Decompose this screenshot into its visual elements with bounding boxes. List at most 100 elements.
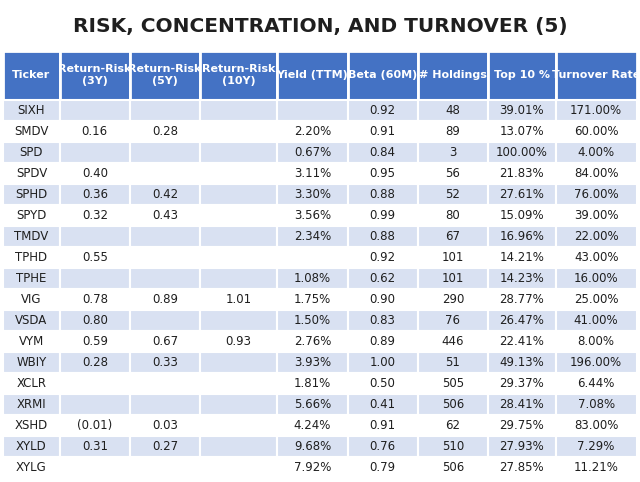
Text: Return-Risk
(3Y): Return-Risk (3Y) bbox=[58, 65, 131, 86]
Bar bbox=[130, 289, 200, 310]
Bar bbox=[418, 310, 488, 331]
Text: 56: 56 bbox=[445, 167, 460, 180]
Text: 1.81%: 1.81% bbox=[294, 377, 331, 390]
Text: # Holdings: # Holdings bbox=[419, 70, 487, 80]
Bar bbox=[3, 436, 60, 457]
Bar bbox=[200, 415, 277, 436]
Bar bbox=[130, 310, 200, 331]
Text: 27.93%: 27.93% bbox=[499, 440, 544, 453]
Bar bbox=[3, 310, 60, 331]
Text: 196.00%: 196.00% bbox=[570, 356, 622, 369]
Bar bbox=[60, 415, 130, 436]
Text: 0.42: 0.42 bbox=[152, 188, 178, 201]
Bar bbox=[488, 268, 556, 289]
Bar bbox=[556, 331, 637, 352]
Bar bbox=[130, 226, 200, 247]
Text: SPYD: SPYD bbox=[16, 209, 47, 222]
Text: 0.78: 0.78 bbox=[82, 293, 108, 306]
Text: 27.61%: 27.61% bbox=[499, 188, 544, 201]
Bar bbox=[130, 163, 200, 184]
Bar bbox=[60, 142, 130, 163]
Text: (0.01): (0.01) bbox=[77, 419, 113, 432]
Bar bbox=[277, 100, 348, 121]
Bar bbox=[130, 247, 200, 268]
Bar bbox=[348, 394, 418, 415]
Text: 0.83: 0.83 bbox=[370, 314, 396, 327]
Text: 2.34%: 2.34% bbox=[294, 230, 331, 243]
Bar bbox=[130, 184, 200, 205]
Text: 48: 48 bbox=[445, 104, 460, 117]
Bar bbox=[277, 163, 348, 184]
Bar bbox=[200, 289, 277, 310]
Text: 0.92: 0.92 bbox=[370, 104, 396, 117]
Text: 0.79: 0.79 bbox=[370, 461, 396, 474]
Text: 7.29%: 7.29% bbox=[577, 440, 615, 453]
Text: 27.85%: 27.85% bbox=[499, 461, 544, 474]
Bar bbox=[556, 121, 637, 142]
Text: 14.21%: 14.21% bbox=[499, 251, 544, 264]
Bar bbox=[348, 205, 418, 226]
Bar bbox=[60, 205, 130, 226]
Bar bbox=[556, 205, 637, 226]
Bar bbox=[60, 352, 130, 373]
Bar bbox=[60, 51, 130, 100]
Text: VIG: VIG bbox=[21, 293, 42, 306]
Bar bbox=[277, 457, 348, 478]
Text: 51: 51 bbox=[445, 356, 460, 369]
Bar bbox=[200, 352, 277, 373]
Bar bbox=[130, 415, 200, 436]
Bar bbox=[348, 184, 418, 205]
Bar bbox=[348, 436, 418, 457]
Bar bbox=[3, 142, 60, 163]
Bar bbox=[200, 331, 277, 352]
Text: 39.01%: 39.01% bbox=[499, 104, 544, 117]
Text: 52: 52 bbox=[445, 188, 460, 201]
Bar bbox=[277, 310, 348, 331]
Text: SPD: SPD bbox=[20, 146, 43, 159]
Bar bbox=[3, 268, 60, 289]
Bar bbox=[200, 163, 277, 184]
Text: 101: 101 bbox=[442, 251, 464, 264]
Text: 16.00%: 16.00% bbox=[574, 272, 618, 285]
Bar bbox=[418, 247, 488, 268]
Text: 25.00%: 25.00% bbox=[574, 293, 618, 306]
Text: 506: 506 bbox=[442, 398, 464, 411]
Text: 0.91: 0.91 bbox=[370, 419, 396, 432]
Text: 0.36: 0.36 bbox=[82, 188, 108, 201]
Bar bbox=[488, 51, 556, 100]
Text: XYLG: XYLG bbox=[16, 461, 47, 474]
Bar bbox=[60, 121, 130, 142]
Text: SPDV: SPDV bbox=[16, 167, 47, 180]
Text: Top 10 %: Top 10 % bbox=[494, 70, 550, 80]
Text: WBIY: WBIY bbox=[16, 356, 47, 369]
Bar bbox=[200, 205, 277, 226]
Text: 171.00%: 171.00% bbox=[570, 104, 622, 117]
Bar bbox=[348, 352, 418, 373]
Bar bbox=[60, 310, 130, 331]
Bar bbox=[60, 268, 130, 289]
Bar bbox=[488, 100, 556, 121]
Bar bbox=[348, 142, 418, 163]
Bar bbox=[60, 394, 130, 415]
Text: 1.08%: 1.08% bbox=[294, 272, 331, 285]
Text: 6.44%: 6.44% bbox=[577, 377, 615, 390]
Bar bbox=[418, 100, 488, 121]
Bar bbox=[488, 394, 556, 415]
Text: 0.67%: 0.67% bbox=[294, 146, 331, 159]
Text: 7.08%: 7.08% bbox=[578, 398, 615, 411]
Bar bbox=[3, 352, 60, 373]
Bar bbox=[130, 373, 200, 394]
Bar bbox=[60, 289, 130, 310]
Bar bbox=[556, 163, 637, 184]
Bar bbox=[418, 268, 488, 289]
Bar bbox=[348, 373, 418, 394]
Bar bbox=[277, 51, 348, 100]
Text: 28.77%: 28.77% bbox=[499, 293, 544, 306]
Text: XYLD: XYLD bbox=[16, 440, 47, 453]
Text: 1.75%: 1.75% bbox=[294, 293, 331, 306]
Text: 0.92: 0.92 bbox=[370, 251, 396, 264]
Text: 290: 290 bbox=[442, 293, 464, 306]
Bar bbox=[418, 121, 488, 142]
Bar bbox=[130, 205, 200, 226]
Text: 0.59: 0.59 bbox=[82, 335, 108, 348]
